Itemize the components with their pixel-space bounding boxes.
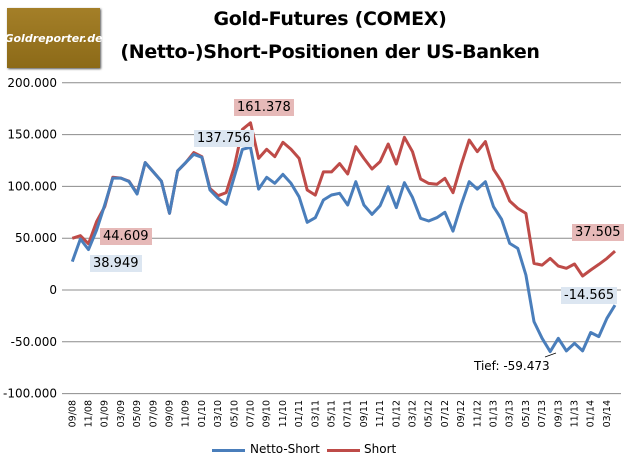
x-tick-label: 11/13 — [570, 400, 581, 427]
low-leader-line — [544, 352, 557, 358]
x-tick-label: 11/11 — [375, 400, 386, 427]
x-tick-label: 11/09 — [181, 400, 192, 427]
legend-swatch-short — [327, 449, 360, 452]
x-tick-label: 01/10 — [197, 400, 208, 427]
legend-label-netto-short: Netto-Short — [250, 442, 320, 456]
data-label-netto-end: -14.565 — [561, 287, 618, 304]
y-tick-label: -100.000 — [3, 387, 57, 401]
chart-title-line-2: (Netto-)Short-Positionen der US-Banken — [120, 41, 540, 63]
y-tick-label: 150.000 — [7, 128, 57, 142]
x-tick-label: 11/08 — [84, 400, 95, 427]
chart-title-line-1: Gold-Futures (COMEX) — [213, 8, 447, 30]
x-tick-label: 09/12 — [456, 400, 467, 427]
x-tick-label: 11/12 — [472, 400, 483, 427]
x-tick-label: 07/12 — [440, 400, 451, 427]
x-tick-label: 01/09 — [100, 400, 111, 427]
x-tick-label: 11/10 — [278, 400, 289, 427]
legend-label-short: Short — [364, 442, 397, 456]
x-tick-label: 05/10 — [229, 400, 240, 427]
x-tick-label: 01/12 — [391, 400, 402, 427]
data-label-netto-start: 38.949 — [90, 255, 142, 272]
x-tick-label: 03/14 — [602, 400, 613, 427]
x-tick-label: 01/11 — [294, 400, 305, 427]
goldreporter-logo: Goldreporter.de — [4, 8, 103, 68]
y-tick-label: 200.000 — [7, 76, 57, 90]
x-tick-label: 05/11 — [327, 400, 338, 427]
data-label-short-start: 44.609 — [100, 228, 152, 245]
x-tick-label: 07/13 — [537, 400, 548, 427]
x-tick-label: 03/09 — [116, 400, 127, 427]
x-tick-label: 09/08 — [67, 400, 78, 427]
x-tick-label: 09/13 — [553, 400, 564, 427]
x-tick-label: 01/13 — [489, 400, 500, 427]
y-tick-label: 100.000 — [7, 179, 57, 193]
x-tick-label: 09/10 — [262, 400, 273, 427]
x-tick-label: 09/09 — [165, 400, 176, 427]
data-label-short-end: 37.505 — [572, 224, 624, 241]
x-tick-label: 05/12 — [424, 400, 435, 427]
series-line-netto-short — [70, 145, 617, 354]
x-tick-label: 03/11 — [310, 400, 321, 427]
x-tick-label: 07/11 — [343, 400, 354, 427]
data-label-netto-peak: 137.756 — [194, 130, 254, 147]
x-tick-label: 07/10 — [246, 400, 257, 427]
x-tick-label: 01/14 — [586, 400, 597, 427]
x-tick-label: 09/11 — [359, 400, 370, 427]
x-tick-label: 03/12 — [408, 400, 419, 427]
x-tick-label: 05/09 — [132, 400, 143, 427]
logo-text: Goldreporter.de — [4, 31, 103, 45]
x-tick-label: 03/13 — [505, 400, 516, 427]
y-tick-label: 50.000 — [15, 231, 57, 245]
data-label-netto-low: Tief: -59.473 — [474, 359, 550, 373]
y-tick-label: 0 — [49, 283, 57, 297]
y-tick-label: -50.000 — [11, 335, 57, 349]
x-tick-label: 07/09 — [148, 400, 159, 427]
x-tick-label: 05/13 — [521, 400, 532, 427]
x-tick-label: 03/10 — [213, 400, 224, 427]
data-label-short-peak: 161.378 — [234, 99, 294, 116]
legend-swatch-netto-short — [212, 449, 245, 452]
